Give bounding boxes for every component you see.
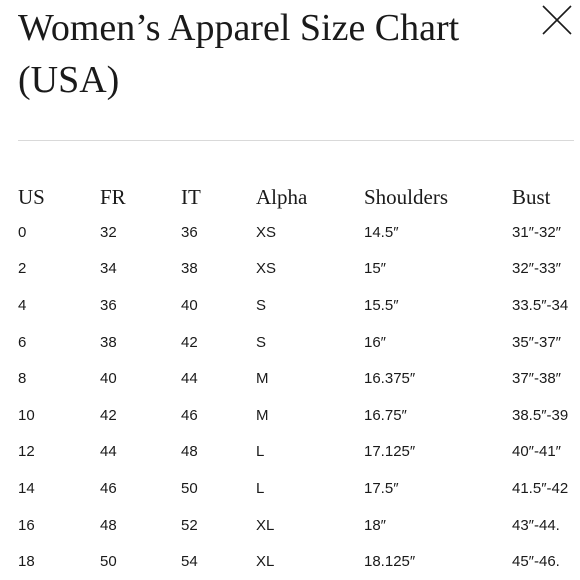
- column-header-us: US: [18, 184, 45, 209]
- close-button[interactable]: [541, 4, 573, 36]
- cell-fr: 44: [100, 443, 117, 461]
- table-row: 0 32 36 XS 14.5″ 31″-32″: [18, 214, 580, 251]
- cell-fr: 48: [100, 516, 117, 534]
- table-row: 4 36 40 S 15.5″ 33.5″-34: [18, 287, 580, 324]
- cell-us: 14: [18, 479, 35, 497]
- table-header-row: US FR IT Alpha Shoulders Bust: [18, 180, 580, 214]
- cell-bust: 43″-44.: [512, 516, 560, 534]
- cell-alpha: L: [256, 443, 265, 461]
- cell-fr: 42: [100, 406, 117, 424]
- cell-bust: 33.5″-34: [512, 296, 569, 314]
- table-row: 10 42 46 M 16.75″ 38.5″-39: [18, 397, 580, 434]
- cell-fr: 50: [100, 553, 117, 571]
- cell-fr: 40: [100, 370, 117, 388]
- cell-alpha: L: [256, 479, 265, 497]
- cell-us: 0: [18, 223, 27, 241]
- cell-it: 46: [181, 406, 198, 424]
- cell-shoulders: 15.5″: [364, 296, 399, 314]
- column-header-bust: Bust: [512, 184, 551, 209]
- cell-shoulders: 15″: [364, 260, 386, 278]
- column-header-shoulders: Shoulders: [364, 184, 448, 209]
- cell-alpha: M: [256, 370, 269, 388]
- column-header-alpha: Alpha: [256, 184, 308, 209]
- table-row: 18 50 54 XL 18.125″ 45″-46.: [18, 543, 580, 580]
- divider: [18, 140, 574, 141]
- cell-bust: 38.5″-39: [512, 406, 569, 424]
- cell-shoulders: 16.75″: [364, 406, 407, 424]
- cell-it: 44: [181, 370, 198, 388]
- table-row: 16 48 52 XL 18″ 43″-44.: [18, 507, 580, 544]
- cell-alpha: XS: [256, 260, 277, 278]
- cell-us: 10: [18, 406, 35, 424]
- cell-us: 16: [18, 516, 35, 534]
- table-row: 2 34 38 XS 15″ 32″-33″: [18, 251, 580, 288]
- page-title: Women’s Apparel Size Chart (USA): [18, 7, 460, 101]
- cell-shoulders: 16.375″: [364, 370, 416, 388]
- cell-bust: 31″-32″: [512, 223, 561, 241]
- cell-us: 12: [18, 443, 35, 461]
- cell-shoulders: 18.125″: [364, 553, 416, 571]
- cell-bust: 35″-37″: [512, 333, 561, 351]
- column-header-fr: FR: [100, 184, 126, 209]
- cell-shoulders: 16″: [364, 333, 386, 351]
- cell-us: 18: [18, 553, 35, 571]
- cell-us: 8: [18, 370, 27, 388]
- table-row: 12 44 48 L 17.125″ 40″-41″: [18, 434, 580, 471]
- cell-bust: 45″-46.: [512, 553, 560, 571]
- cell-it: 40: [181, 296, 198, 314]
- cell-it: 36: [181, 223, 198, 241]
- cell-us: 4: [18, 296, 27, 314]
- cell-shoulders: 17.5″: [364, 479, 399, 497]
- table-row: 14 46 50 L 17.5″ 41.5″-42: [18, 470, 580, 507]
- cell-fr: 46: [100, 479, 117, 497]
- cell-alpha: XL: [256, 553, 275, 571]
- cell-it: 54: [181, 553, 198, 571]
- cell-alpha: S: [256, 296, 267, 314]
- cell-it: 52: [181, 516, 198, 534]
- cell-bust: 40″-41″: [512, 443, 561, 461]
- cell-fr: 32: [100, 223, 117, 241]
- cell-us: 6: [18, 333, 27, 351]
- cell-shoulders: 17.125″: [364, 443, 416, 461]
- cell-shoulders: 14.5″: [364, 223, 399, 241]
- cell-fr: 38: [100, 333, 117, 351]
- cell-us: 2: [18, 260, 27, 278]
- table-row: 6 38 42 S 16″ 35″-37″: [18, 324, 580, 361]
- close-icon: [542, 5, 572, 35]
- cell-bust: 32″-33″: [512, 260, 561, 278]
- size-chart-table: US FR IT Alpha Shoulders Bust 0 32 36 XS 14.…: [18, 180, 580, 580]
- table-row: 8 40 44 M 16.375″ 37″-38″: [18, 360, 580, 397]
- cell-alpha: M: [256, 406, 269, 424]
- cell-shoulders: 18″: [364, 516, 386, 534]
- cell-bust: 41.5″-42: [512, 479, 569, 497]
- cell-fr: 36: [100, 296, 117, 314]
- cell-it: 50: [181, 479, 198, 497]
- cell-it: 42: [181, 333, 198, 351]
- column-header-it: IT: [181, 184, 201, 209]
- cell-it: 48: [181, 443, 198, 461]
- cell-alpha: XS: [256, 223, 277, 241]
- table-body: 0 32 36 XS 14.5″ 31″-32″ 2 34 38 XS 15″ 32″-33″ 4 36 4…: [18, 214, 580, 580]
- cell-bust: 37″-38″: [512, 370, 561, 388]
- cell-alpha: S: [256, 333, 267, 351]
- cell-alpha: XL: [256, 516, 275, 534]
- cell-fr: 34: [100, 260, 117, 278]
- cell-it: 38: [181, 260, 198, 278]
